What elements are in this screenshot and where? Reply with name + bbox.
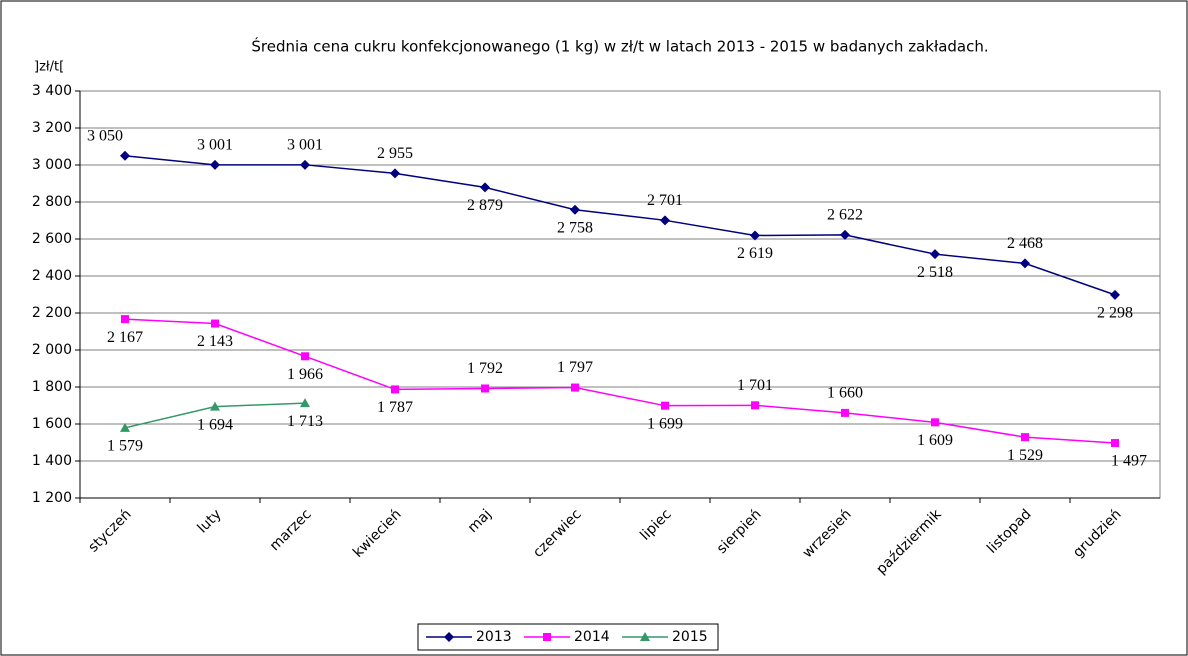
legend-label: 2015 <box>672 629 708 645</box>
data-point <box>480 182 490 193</box>
legend-marker <box>640 632 650 641</box>
data-label: 1 792 <box>467 360 503 377</box>
y-tick-label: 1 200 <box>32 490 72 506</box>
data-label: 1 699 <box>647 415 683 432</box>
data-point <box>121 315 129 324</box>
data-label: 2 619 <box>737 245 773 262</box>
data-label: 1 966 <box>287 366 323 383</box>
data-point <box>1110 289 1120 300</box>
data-point <box>391 385 399 394</box>
data-point <box>301 352 309 361</box>
data-point <box>840 229 850 240</box>
data-point <box>931 418 939 427</box>
y-tick-label: 2 200 <box>32 305 72 321</box>
data-label: 1 609 <box>917 432 953 449</box>
data-point <box>1020 258 1030 269</box>
data-label: 3 050 <box>87 127 123 144</box>
data-label: 3 001 <box>197 136 233 153</box>
y-tick-label: 3 000 <box>32 157 72 173</box>
data-label: 1 701 <box>737 377 773 394</box>
data-label: 2 955 <box>377 145 413 162</box>
data-label: 1 660 <box>827 385 863 402</box>
legend-marker <box>444 632 454 642</box>
y-tick-label: 3 400 <box>32 83 72 99</box>
data-label: 2 298 <box>1097 305 1133 322</box>
data-label: 1 497 <box>1111 453 1147 470</box>
data-point <box>1111 439 1119 448</box>
y-tick-label: 3 200 <box>32 120 72 136</box>
data-point <box>300 159 310 170</box>
data-point <box>211 319 219 328</box>
data-label: 1 787 <box>377 399 413 416</box>
y-tick-label: 2 800 <box>32 194 72 210</box>
data-label: 1 713 <box>287 413 323 430</box>
data-point <box>570 204 580 215</box>
chart-title: Średnia cena cukru konfekcjonowanego (1 … <box>251 37 988 56</box>
data-point <box>120 422 130 432</box>
data-label: 1 529 <box>1007 447 1043 464</box>
data-point <box>841 408 849 417</box>
legend-label: 2014 <box>574 629 610 645</box>
data-point <box>750 230 760 241</box>
data-label: 2 143 <box>197 333 233 350</box>
data-label: 1 797 <box>557 359 593 376</box>
legend-marker <box>543 633 551 641</box>
data-point <box>390 168 400 179</box>
data-point <box>210 159 220 170</box>
y-tick-label: 2 400 <box>32 268 72 284</box>
data-point <box>1021 433 1029 442</box>
data-label: 2 622 <box>827 207 863 224</box>
legend-label: 2013 <box>476 629 512 645</box>
data-label: 2 879 <box>467 197 503 214</box>
data-label: 2 167 <box>107 329 143 346</box>
data-point <box>661 401 669 410</box>
data-point <box>751 401 759 410</box>
data-label: 2 701 <box>647 192 683 209</box>
y-tick-label: 1 600 <box>32 416 72 432</box>
data-point <box>120 150 130 161</box>
data-label: 2 758 <box>557 219 593 236</box>
data-label: 1 694 <box>197 416 233 433</box>
y-tick-label: 1 400 <box>32 453 72 469</box>
data-point <box>300 398 310 408</box>
plot-area <box>79 90 1161 499</box>
data-label: 1 579 <box>107 438 143 455</box>
y-tick-label: 2 600 <box>32 231 72 247</box>
series-line <box>124 318 1116 444</box>
data-point <box>930 249 940 260</box>
data-label: 2 468 <box>1007 235 1043 252</box>
data-label: 2 518 <box>917 264 953 281</box>
y-tick-label: 2 000 <box>32 342 72 358</box>
data-point <box>660 215 670 226</box>
data-label: 3 001 <box>287 136 323 153</box>
data-point <box>210 401 220 411</box>
series-line <box>124 155 1116 296</box>
data-point <box>481 384 489 393</box>
y-axis-label: ]zł/t[ <box>34 60 64 75</box>
data-point <box>571 383 579 392</box>
y-tick-label: 1 800 <box>32 379 72 395</box>
